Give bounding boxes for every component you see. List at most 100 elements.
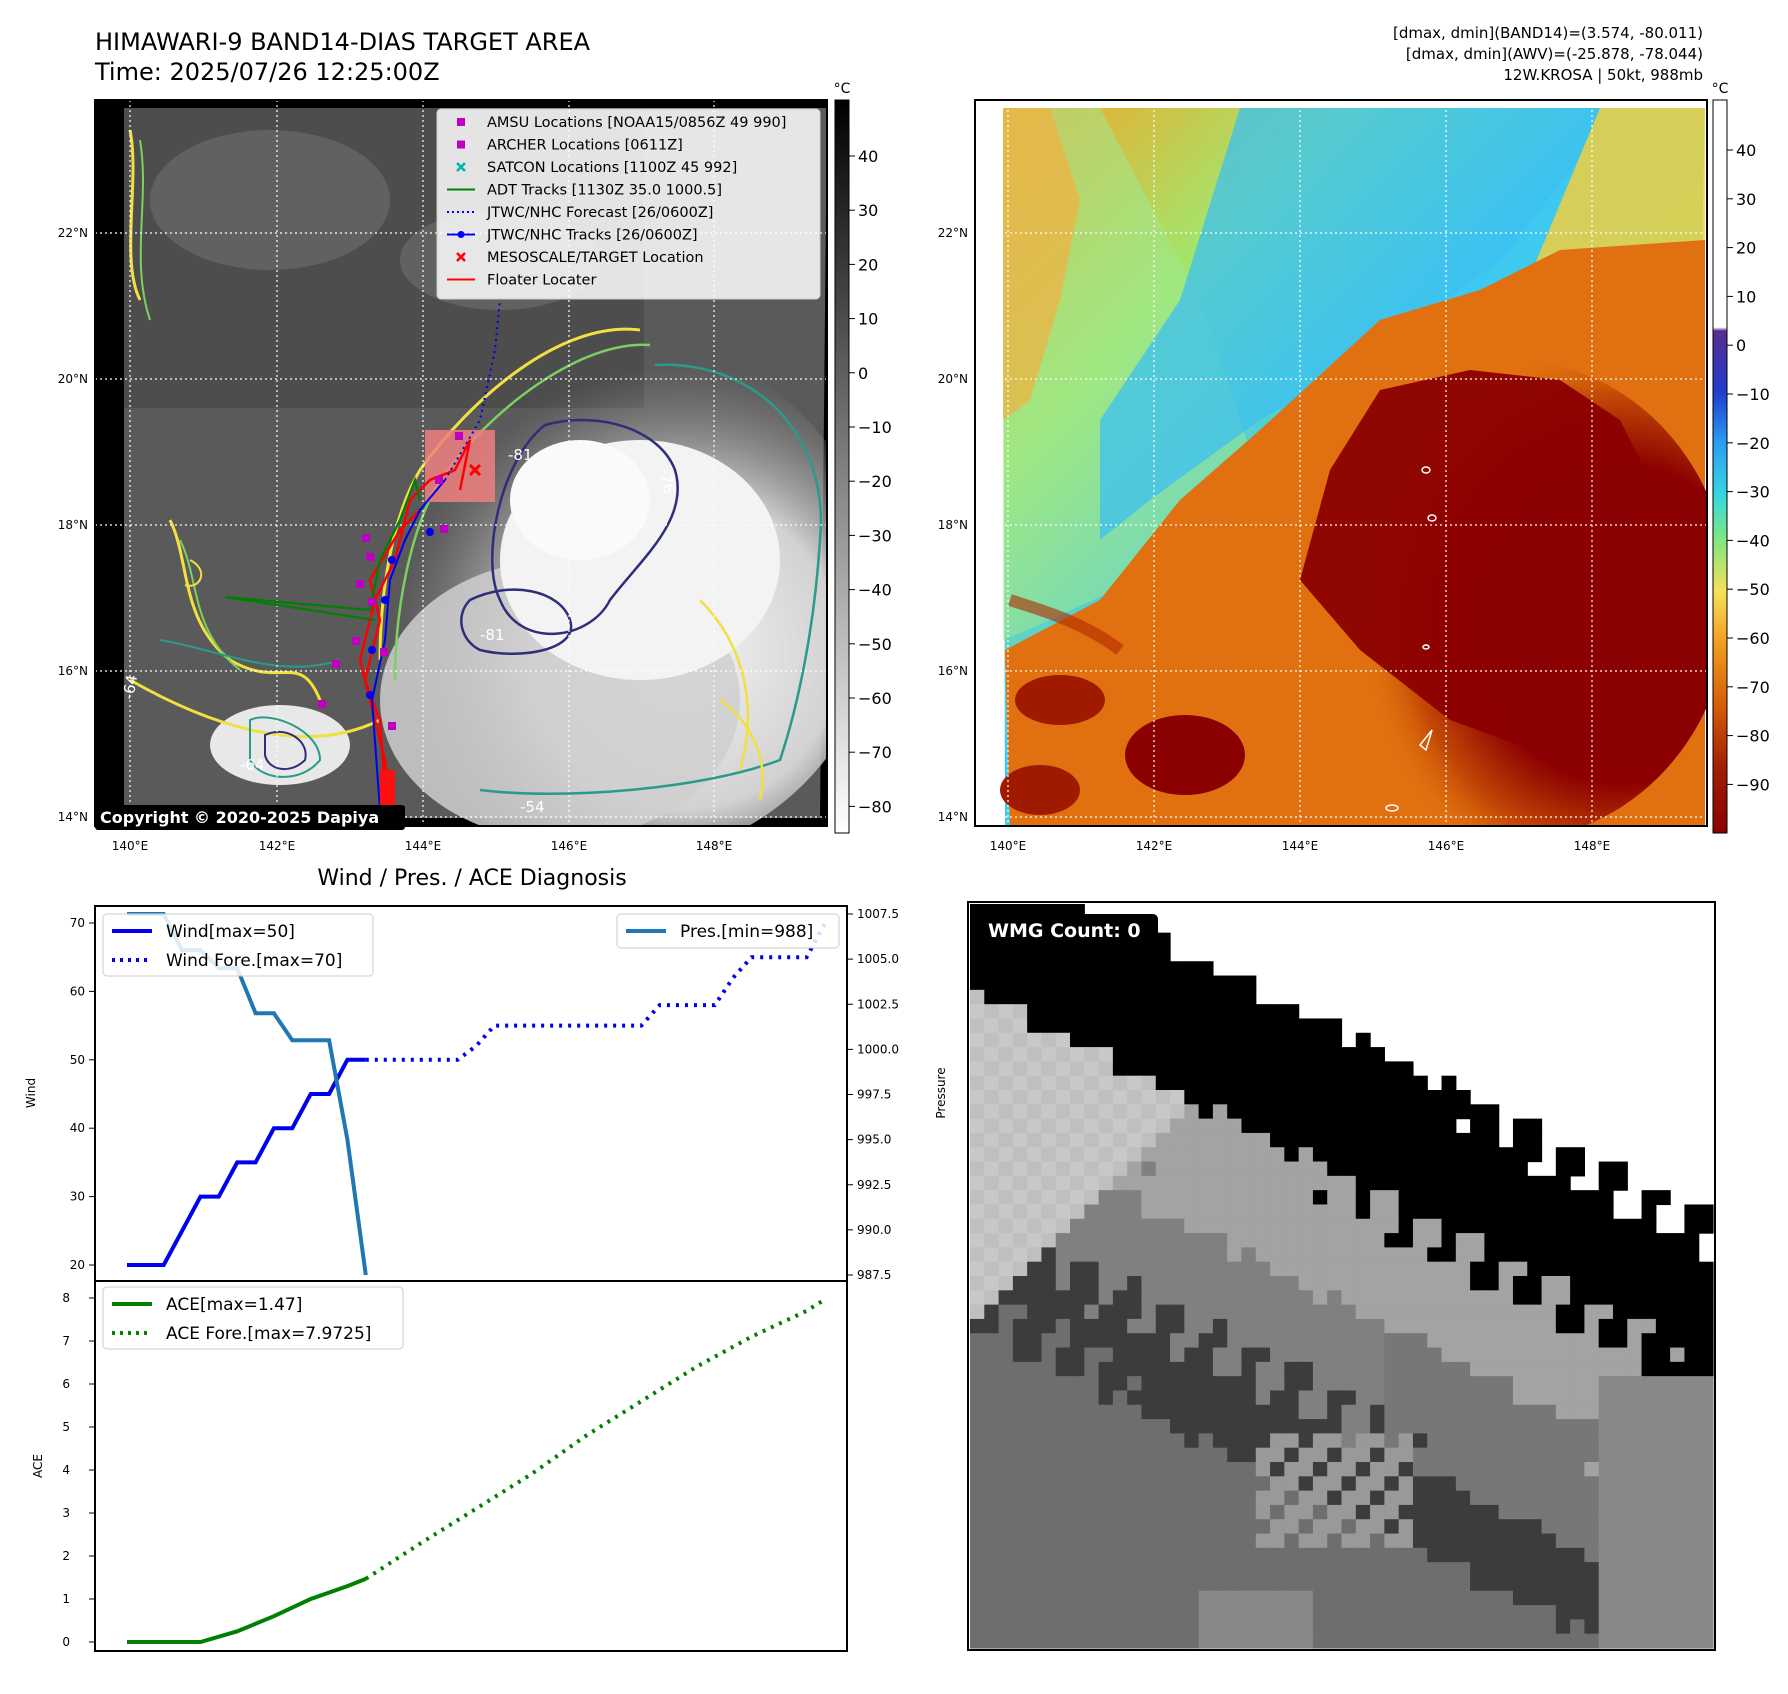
contour-label: -54 [520, 798, 545, 816]
ir-lat-label: 22°N [58, 226, 88, 240]
ace-chart: 8 7 6 5 4 3 2 1 0 ACE ACE[max=1.47] ACE Fore.[ma… [31, 1280, 848, 1652]
pressure-tick-label: 997.5 [857, 1088, 891, 1102]
wind-tick-label: 60 [70, 984, 85, 998]
ir-lat-label: 16°N [58, 664, 88, 678]
legend-label: MESOSCALE/TARGET Location [487, 250, 704, 266]
legend-entry: JTWC/NHC Tracks [26/0600Z] [447, 228, 698, 244]
ir-lon-label: 146°E [551, 839, 588, 853]
wmg-count-badge: WMG Count: 0 [988, 920, 1141, 942]
legend-marker [457, 140, 465, 149]
awv-colorbar: °C 40 30 20 10 0 −10 −20 −30 −40 −50 −60 −70 −80 −90 [1712, 81, 1770, 834]
pressure-tick-label: 1000.0 [857, 1042, 899, 1056]
contour-label: -76 [656, 468, 678, 495]
legend-label: Floater Locater [487, 273, 596, 289]
chart-title: Wind / Pres. / ACE Diagnosis [317, 866, 626, 891]
wind-tick-label: 70 [70, 916, 85, 930]
ace-forecast-line [364, 1297, 827, 1581]
legend-marker [457, 231, 465, 238]
colorbar-tick-label: −30 [1736, 483, 1770, 502]
colorbar-tick-label: −60 [1736, 629, 1770, 648]
colorbar-tick-label: 0 [1736, 336, 1746, 355]
ir-map: -64 -76 -81 -81 -64 -54 AMSU Locations [… [58, 81, 892, 853]
legend-marker [456, 162, 466, 172]
colorbar-tick-label: −20 [1736, 434, 1770, 453]
pressure-tick-label: 995.0 [857, 1133, 891, 1147]
ace-series-line [127, 1576, 367, 1644]
awv-lat-label: 20°N [938, 372, 968, 386]
colorbar-tick-label: −20 [858, 472, 892, 491]
colorbar-tick-label: −60 [858, 689, 892, 708]
contour-label: -81 [508, 446, 533, 464]
figure-title: HIMAWARI-9 BAND14-DIAS TARGET AREA [95, 28, 591, 56]
colorbar-tick-label: 30 [1736, 190, 1756, 209]
wind-tick-label: 50 [70, 1053, 85, 1067]
legend-entry: ARCHER Locations [0611Z] [457, 138, 683, 154]
colorbar-tick-label: −40 [1736, 531, 1770, 550]
ir-lon-label: 140°E [112, 839, 149, 853]
legend-label: ARCHER Locations [0611Z] [487, 138, 683, 154]
ace-tick-label: 2 [62, 1549, 70, 1563]
info-line-3: 12W.KROSA | 50kt, 988mb [1503, 66, 1703, 84]
ace-forecast-legend-label: ACE Fore.[max=7.9725] [166, 1324, 371, 1344]
contour-label: -81 [480, 626, 505, 644]
legend-label: AMSU Locations [NOAA15/0856Z 49 990] [487, 115, 786, 131]
wind-pressure-chart: 70 60 50 40 30 20 1007.5 1005.0 1002.5 1000.0 997.… [24, 905, 948, 1282]
info-line-1: [dmax, dmin](BAND14)=(3.574, -80.011) [1393, 24, 1703, 42]
pressure-tick-label: 992.5 [857, 1178, 891, 1192]
colorbar-tick-label: −80 [858, 797, 892, 816]
ir-lon-label: 144°E [405, 839, 442, 853]
colorbar-tick-label: −10 [858, 418, 892, 437]
awv-lat-label: 16°N [938, 664, 968, 678]
legend-label: SATCON Locations [1100Z 45 992] [487, 160, 737, 176]
colorbar-tick-label: 20 [858, 255, 878, 274]
colorbar-tick-label: −50 [1736, 580, 1770, 599]
colorbar-tick-label: 40 [1736, 141, 1756, 160]
contour-label: -64 [119, 673, 141, 700]
ir-colorbar-unit: °C [834, 81, 851, 97]
colorbar-tick-label: −40 [858, 581, 892, 600]
info-line-2: [dmax, dmin](AWV)=(-25.878, -78.044) [1406, 45, 1703, 63]
ace-legend: ACE[max=1.47] ACE Fore.[max=7.9725] [102, 1286, 404, 1350]
pressure-legend-label: Pres.[min=988] [680, 922, 813, 942]
copyright: Copyright © 2020-2025 Dapiya [100, 808, 379, 827]
wmg-panel: WMG Count: 0 [967, 901, 1716, 1651]
contour-label: -64 [240, 756, 265, 774]
ir-lat-label: 20°N [58, 372, 88, 386]
colorbar-tick-label: 30 [858, 201, 878, 220]
legend-entry: AMSU Locations [NOAA15/0856Z 49 990] [457, 115, 786, 131]
pressure-tick-label: 1005.0 [857, 952, 899, 966]
colorbar-tick-label: 20 [1736, 239, 1756, 258]
wind-tick-label: 20 [70, 1258, 85, 1272]
legend-label: JTWC/NHC Forecast [26/0600Z] [486, 205, 713, 221]
legend-label: ADT Tracks [1130Z 35.0 1000.5] [487, 183, 722, 199]
colorbar-tick-label: 10 [858, 310, 878, 329]
awv-lon-label: 146°E [1428, 839, 1465, 853]
wind-series-line [127, 1057, 366, 1267]
colorbar-tick-label: −80 [1736, 727, 1770, 746]
ace-tick-label: 4 [62, 1463, 70, 1477]
ir-legend: AMSU Locations [NOAA15/0856Z 49 990] ARCH… [436, 108, 821, 300]
legend-entry: Floater Locater [447, 273, 596, 289]
pressure-tick-label: 990.0 [857, 1223, 891, 1237]
awv-lon-label: 140°E [990, 839, 1027, 853]
colorbar-tick-label: −50 [858, 635, 892, 654]
colorbar-tick-label: 10 [1736, 287, 1756, 306]
wind-axis-label: Wind [24, 1078, 38, 1108]
ace-tick-label: 8 [62, 1291, 70, 1305]
legend-marker [456, 252, 466, 262]
pressure-legend: Pres.[min=988] [616, 913, 840, 949]
figure-time: Time: 2025/07/26 12:25:00Z [94, 58, 440, 86]
ace-tick-label: 5 [62, 1420, 70, 1434]
colorbar-tick-label: −70 [858, 743, 892, 762]
colorbar-tick-label: 40 [858, 147, 878, 166]
legend-entry: MESOSCALE/TARGET Location [456, 250, 704, 266]
ace-tick-label: 7 [62, 1334, 70, 1348]
ace-legend-label: ACE[max=1.47] [166, 1295, 302, 1315]
ace-tick-label: 6 [62, 1377, 70, 1391]
ace-tick-label: 0 [62, 1635, 70, 1649]
colorbar-tick-label: −30 [858, 526, 892, 545]
pressure-tick-label: 987.5 [857, 1268, 891, 1282]
wind-forecast-legend-label: Wind Fore.[max=70] [166, 951, 342, 971]
legend-entry: ADT Tracks [1130Z 35.0 1000.5] [447, 183, 722, 199]
